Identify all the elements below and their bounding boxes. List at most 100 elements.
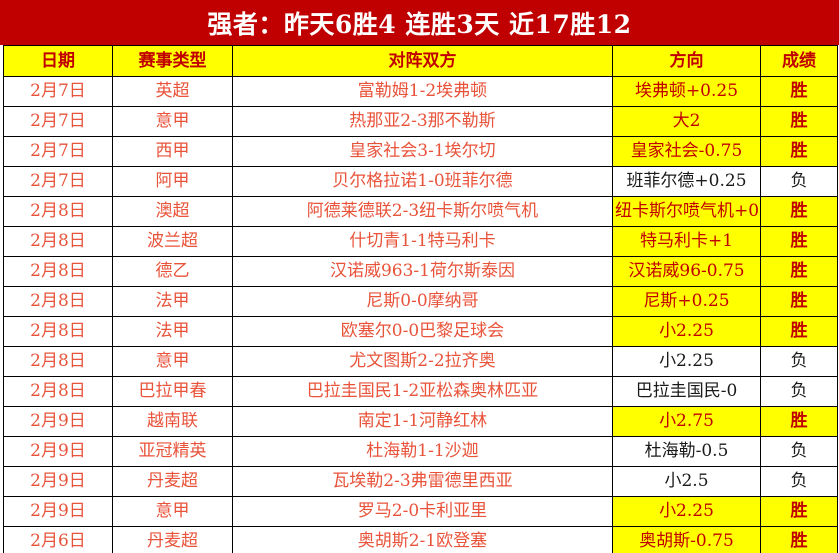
cell-result: 胜 bbox=[760, 226, 838, 257]
column-header-direction: 方向 bbox=[612, 45, 761, 77]
cell-direction: 汉诺威96-0.75 bbox=[612, 256, 761, 287]
table-row: 2月8日 法甲 尼斯0-0摩纳哥 尼斯+0.25 胜 bbox=[3, 286, 838, 317]
column-header-result: 成绩 bbox=[760, 45, 838, 77]
cell-direction: 大2 bbox=[612, 106, 761, 137]
cell-match: 尼斯0-0摩纳哥 bbox=[232, 286, 613, 317]
cell-direction: 纽卡斯尔喷气机+0 bbox=[612, 196, 761, 227]
table-row: 2月6日 丹麦超 奥胡斯2-1欧登塞 奥胡斯-0.75 胜 bbox=[3, 526, 838, 553]
cell-match: 瓦埃勒2-3弗雷德里西亚 bbox=[232, 466, 613, 497]
cell-direction: 尼斯+0.25 bbox=[612, 286, 761, 317]
table-body: 2月7日 英超 富勒姆1-2埃弗顿 埃弗顿+0.25 胜 2月7日 意甲 热那亚2-3那不勒斯… bbox=[3, 76, 838, 553]
cell-date: 2月9日 bbox=[3, 406, 113, 437]
cell-league: 德乙 bbox=[112, 256, 233, 287]
cell-direction: 小2.25 bbox=[612, 316, 761, 347]
cell-result: 胜 bbox=[760, 196, 838, 227]
table-row: 2月9日 亚冠精英 杜海勒1-1沙迦 杜海勒-0.5 负 bbox=[3, 436, 838, 467]
cell-date: 2月8日 bbox=[3, 226, 113, 257]
cell-result: 胜 bbox=[760, 286, 838, 317]
cell-result: 胜 bbox=[760, 526, 838, 553]
cell-match: 奥胡斯2-1欧登塞 bbox=[232, 526, 613, 553]
cell-date: 2月9日 bbox=[3, 466, 113, 497]
table-row: 2月9日 丹麦超 瓦埃勒2-3弗雷德里西亚 小2.5 负 bbox=[3, 466, 838, 497]
cell-match: 尤文图斯2-2拉齐奥 bbox=[232, 346, 613, 377]
cell-direction: 皇家社会-0.75 bbox=[612, 136, 761, 167]
cell-date: 2月8日 bbox=[3, 346, 113, 377]
cell-league: 意甲 bbox=[112, 106, 233, 137]
table-row: 2月8日 波兰超 什切青1-1特马利卡 特马利卡+1 胜 bbox=[3, 226, 838, 257]
cell-direction: 特马利卡+1 bbox=[612, 226, 761, 257]
table-row: 2月8日 巴拉甲春 巴拉圭国民1-2亚松森奥林匹亚 巴拉圭国民-0 负 bbox=[3, 376, 838, 407]
cell-result: 胜 bbox=[760, 316, 838, 347]
table-row: 2月9日 意甲 罗马2-0卡利亚里 小2.25 胜 bbox=[3, 496, 838, 527]
cell-direction: 小2.75 bbox=[612, 406, 761, 437]
cell-direction: 小2.25 bbox=[612, 496, 761, 527]
cell-match: 杜海勒1-1沙迦 bbox=[232, 436, 613, 467]
cell-date: 2月8日 bbox=[3, 316, 113, 347]
cell-league: 波兰超 bbox=[112, 226, 233, 257]
table-row: 2月7日 英超 富勒姆1-2埃弗顿 埃弗顿+0.25 胜 bbox=[3, 76, 838, 107]
cell-league: 丹麦超 bbox=[112, 466, 233, 497]
cell-league: 法甲 bbox=[112, 286, 233, 317]
cell-match: 汉诺威963-1荷尔斯泰因 bbox=[232, 256, 613, 287]
cell-result: 胜 bbox=[760, 496, 838, 527]
cell-result: 负 bbox=[760, 346, 838, 377]
cell-league: 意甲 bbox=[112, 496, 233, 527]
table-header: 日期 赛事类型 对阵双方 方向 成绩 bbox=[3, 45, 838, 77]
cell-league: 澳超 bbox=[112, 196, 233, 227]
fixtures-table-container: 日期 赛事类型 对阵双方 方向 成绩 2月7日 英超 富勒姆1-2埃弗顿 埃弗顿+0.… bbox=[0, 45, 839, 553]
table-row: 2月8日 澳超 阿德莱德联2-3纽卡斯尔喷气机 纽卡斯尔喷气机+0 胜 bbox=[3, 196, 838, 227]
cell-match: 皇家社会3-1埃尔切 bbox=[232, 136, 613, 167]
cell-result: 负 bbox=[760, 436, 838, 467]
column-header-league: 赛事类型 bbox=[112, 45, 233, 77]
cell-date: 2月9日 bbox=[3, 436, 113, 467]
cell-league: 丹麦超 bbox=[112, 526, 233, 553]
cell-result: 负 bbox=[760, 166, 838, 197]
column-header-match: 对阵双方 bbox=[232, 45, 613, 77]
cell-match: 热那亚2-3那不勒斯 bbox=[232, 106, 613, 137]
cell-result: 胜 bbox=[760, 256, 838, 287]
cell-result: 胜 bbox=[760, 406, 838, 437]
cell-league: 法甲 bbox=[112, 316, 233, 347]
cell-result: 胜 bbox=[760, 106, 838, 137]
cell-league: 英超 bbox=[112, 76, 233, 107]
cell-match: 什切青1-1特马利卡 bbox=[232, 226, 613, 257]
cell-date: 2月6日 bbox=[3, 526, 113, 553]
table-row: 2月7日 阿甲 贝尔格拉诺1-0班菲尔德 班菲尔德+0.25 负 bbox=[3, 166, 838, 197]
cell-result: 胜 bbox=[760, 136, 838, 167]
cell-match: 富勒姆1-2埃弗顿 bbox=[232, 76, 613, 107]
title-banner: 强者：昨天6胜4 连胜3天 近17胜12 bbox=[0, 0, 839, 45]
table-row: 2月9日 越南联 南定1-1河静红林 小2.75 胜 bbox=[3, 406, 838, 437]
cell-direction: 杜海勒-0.5 bbox=[612, 436, 761, 467]
cell-date: 2月7日 bbox=[3, 166, 113, 197]
cell-date: 2月8日 bbox=[3, 286, 113, 317]
cell-match: 欧塞尔0-0巴黎足球会 bbox=[232, 316, 613, 347]
cell-direction: 巴拉圭国民-0 bbox=[612, 376, 761, 407]
table-row: 2月8日 德乙 汉诺威963-1荷尔斯泰因 汉诺威96-0.75 胜 bbox=[3, 256, 838, 287]
cell-date: 2月8日 bbox=[3, 196, 113, 227]
cell-match: 阿德莱德联2-3纽卡斯尔喷气机 bbox=[232, 196, 613, 227]
cell-date: 2月7日 bbox=[3, 76, 113, 107]
table-row: 2月7日 西甲 皇家社会3-1埃尔切 皇家社会-0.75 胜 bbox=[3, 136, 838, 167]
table-row: 2月8日 法甲 欧塞尔0-0巴黎足球会 小2.25 胜 bbox=[3, 316, 838, 347]
cell-match: 罗马2-0卡利亚里 bbox=[232, 496, 613, 527]
cell-direction: 埃弗顿+0.25 bbox=[612, 76, 761, 107]
cell-direction: 奥胡斯-0.75 bbox=[612, 526, 761, 553]
cell-direction: 小2.5 bbox=[612, 466, 761, 497]
cell-match: 南定1-1河静红林 bbox=[232, 406, 613, 437]
cell-date: 2月7日 bbox=[3, 136, 113, 167]
cell-league: 巴拉甲春 bbox=[112, 376, 233, 407]
cell-league: 阿甲 bbox=[112, 166, 233, 197]
cell-league: 亚冠精英 bbox=[112, 436, 233, 467]
header-row: 日期 赛事类型 对阵双方 方向 成绩 bbox=[3, 45, 838, 77]
cell-league: 越南联 bbox=[112, 406, 233, 437]
cell-date: 2月8日 bbox=[3, 376, 113, 407]
cell-direction: 班菲尔德+0.25 bbox=[612, 166, 761, 197]
cell-date: 2月9日 bbox=[3, 496, 113, 527]
cell-result: 负 bbox=[760, 466, 838, 497]
column-header-date: 日期 bbox=[3, 45, 113, 77]
cell-match: 贝尔格拉诺1-0班菲尔德 bbox=[232, 166, 613, 197]
cell-result: 负 bbox=[760, 376, 838, 407]
cell-league: 意甲 bbox=[112, 346, 233, 377]
cell-direction: 小2.25 bbox=[612, 346, 761, 377]
